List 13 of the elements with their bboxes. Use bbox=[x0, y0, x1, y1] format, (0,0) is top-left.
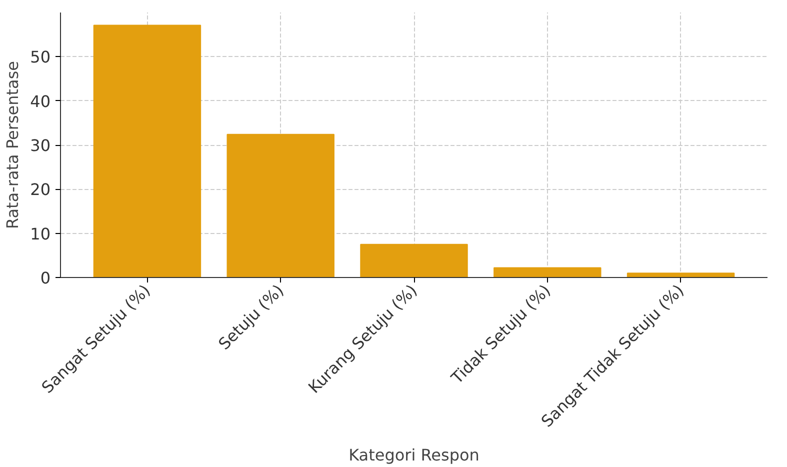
y-tick-label: 30 bbox=[30, 136, 50, 155]
bar bbox=[494, 267, 602, 278]
y-axis-title: Rata-rata Persentase bbox=[3, 60, 22, 230]
y-tick-label: 0 bbox=[40, 268, 51, 288]
y-tick-label: 10 bbox=[30, 224, 50, 244]
x-axis-title: Kategori Respon bbox=[348, 446, 480, 465]
bar bbox=[360, 244, 468, 278]
bar bbox=[226, 134, 334, 278]
y-tick-label: 40 bbox=[30, 92, 50, 111]
bar bbox=[93, 24, 202, 278]
y-tick-label: 50 bbox=[30, 48, 50, 67]
bar bbox=[626, 272, 735, 278]
y-tick-label: 20 bbox=[30, 180, 50, 200]
